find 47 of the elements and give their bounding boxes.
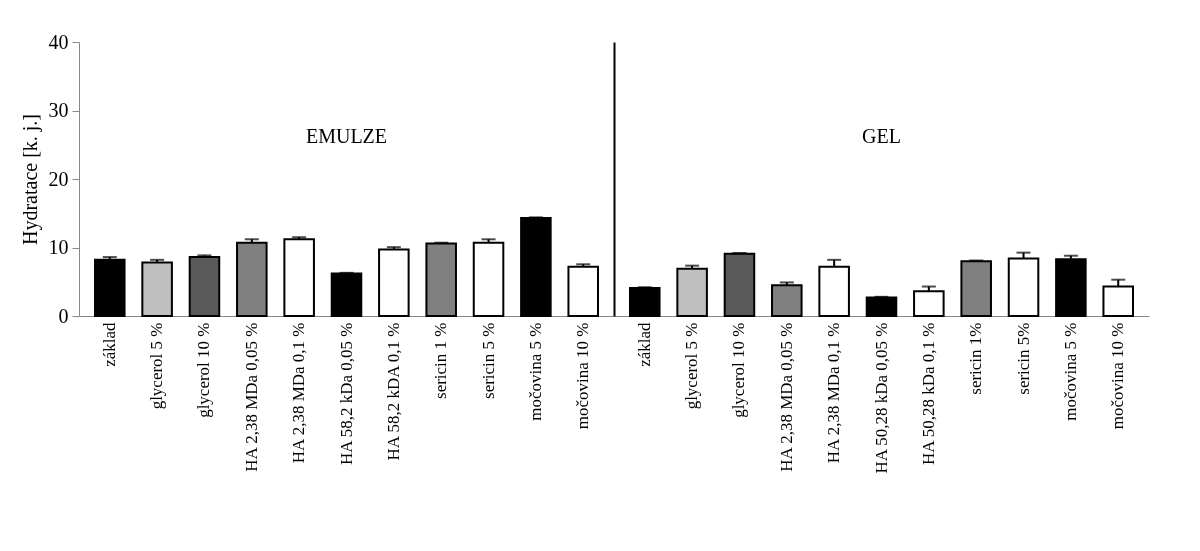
x-tick-label: močovina 10 % (1108, 322, 1128, 430)
bar (1007, 257, 1040, 317)
x-tick-label: glycerol 10 % (194, 322, 214, 418)
x-tick-label: HA 50,28 kDa 0,1 % (918, 322, 938, 466)
x-tick-label: močovina 5 % (1060, 322, 1080, 421)
x-tick-label: HA 2,38 MDa 0,05 % (776, 322, 796, 472)
bar (141, 261, 173, 317)
y-tick-label: 0 (58, 304, 69, 327)
annotation: EMULZE (305, 125, 388, 147)
x-tick-label: HA 2,38 MDa 0,05 % (241, 322, 261, 472)
annotation: GEL (862, 125, 901, 147)
x-tick-label: základ (634, 322, 654, 367)
bar (378, 248, 410, 317)
x-tick-label: HA 50,28 kDa 0,05 % (871, 322, 891, 474)
x-tick-label: močovina 5 % (525, 322, 545, 421)
x-tick-label: glycerol 5 % (682, 322, 702, 410)
y-tick-label: 40 (48, 30, 69, 53)
y-tick-label: 30 (48, 99, 69, 121)
bar (865, 296, 898, 317)
bar (913, 290, 945, 317)
x-tick-label: glycerol 5 % (147, 322, 167, 410)
y-tick-label: 20 (48, 167, 69, 190)
x-tick-label: močovina 10 % (573, 322, 593, 430)
bar (94, 258, 126, 317)
x-tick-label: základ (99, 322, 119, 367)
bar (520, 217, 552, 317)
y-axis-title: Hydratace [k. j.] (18, 113, 42, 246)
x-tick-label: glycerol 10 % (729, 322, 749, 418)
bar (1102, 285, 1134, 317)
bar (567, 265, 599, 317)
bar (818, 265, 850, 317)
bar (330, 272, 363, 317)
x-tick-label: sericin 1 % (431, 322, 451, 399)
x-tick-label: sericin 5 % (478, 322, 498, 399)
x-tick-label: HA 2,38 MDa 0,1 % (289, 322, 309, 464)
bar (472, 241, 505, 317)
bar (283, 238, 315, 317)
x-tick-label: HA 2,38 MDa 0,1 % (824, 322, 844, 464)
bar (723, 252, 756, 317)
bar (629, 286, 661, 317)
bar (676, 267, 708, 317)
x-tick-label: HA 58,2 kDa 0,05 % (336, 322, 356, 466)
x-tick-label: HA 58,2 kDA 0,1 % (383, 322, 403, 461)
y-tick-label: 10 (48, 236, 69, 258)
x-tick-label: sericin 1% (966, 322, 986, 395)
x-tick-label: sericin 5% (1013, 322, 1033, 395)
bar (188, 256, 221, 317)
